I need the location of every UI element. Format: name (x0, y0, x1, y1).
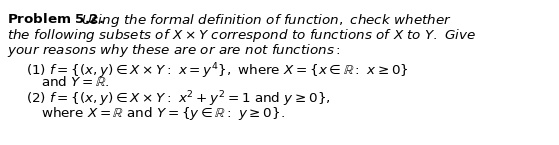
Text: $(2)\ f = \{(x,y) \in X \times Y:\ x^2 + y^2 = 1\ \mathrm{and}\ y \geq 0\},$: $(2)\ f = \{(x,y) \in X \times Y:\ x^2 +… (26, 89, 330, 109)
Text: $\mathbf{Problem\ 5.2.}$: $\mathbf{Problem\ 5.2.}$ (7, 12, 104, 26)
Text: $\it{Using\ the\ formal\ definition\ of\ function,\ check\ whether}$: $\it{Using\ the\ formal\ definition\ of\… (82, 12, 452, 29)
Text: $(1)\ f = \{(x,y) \in X \times Y:\ x = y^4\},\ \mathrm{where}\ X = \{x \in \math: $(1)\ f = \{(x,y) \in X \times Y:\ x = y… (26, 61, 409, 81)
Text: $\mathrm{where}\ X = \mathbb{R}\ \mathrm{and}\ Y = \{y \in \mathbb{R}:\ y \geq 0: $\mathrm{where}\ X = \mathbb{R}\ \mathrm… (41, 105, 285, 122)
Text: $\mathrm{and}\ Y = \mathbb{R}.$: $\mathrm{and}\ Y = \mathbb{R}.$ (41, 75, 110, 89)
Text: $\it{your\ reasons\ why\ these\ are\ or\ are\ not\ functions:}$: $\it{your\ reasons\ why\ these\ are\ or\… (7, 42, 341, 59)
Text: $\it{the\ following\ subsets\ of\ }$$X \times Y$$\it{\ correspond\ to\ functions: $\it{the\ following\ subsets\ of\ }$$X \… (7, 27, 476, 44)
